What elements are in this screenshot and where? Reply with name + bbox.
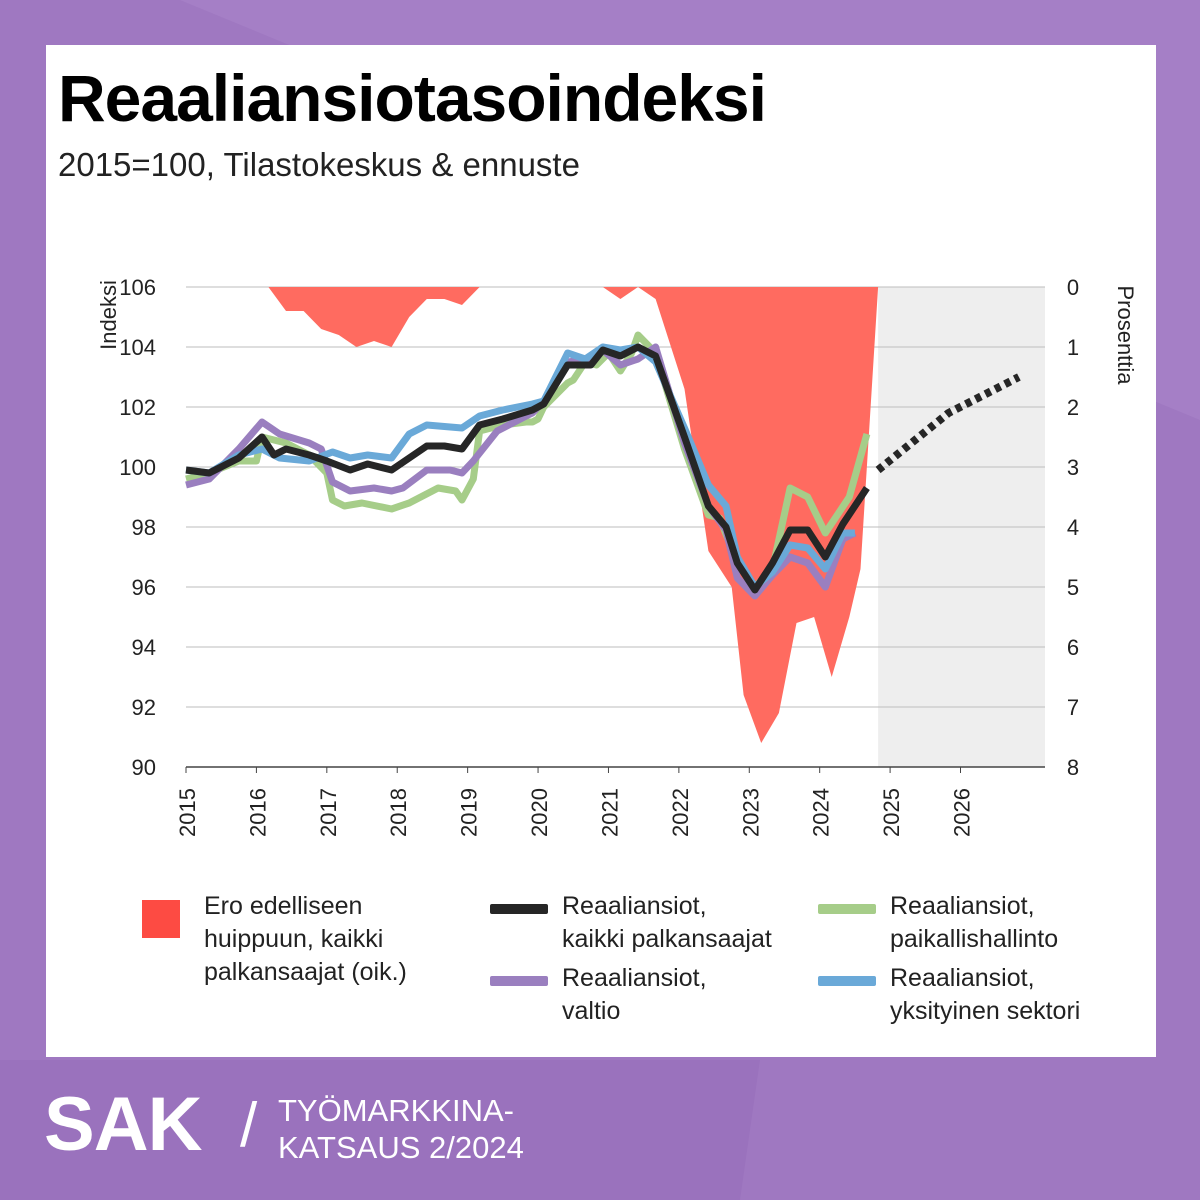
series-forecast [875,373,1021,474]
legend-swatch-gap [142,900,180,938]
y2-tick-label: 6 [1067,635,1079,660]
x-tick-label: 2023 [738,788,763,837]
x-tick-label: 2024 [809,788,834,837]
y-tick-label: 90 [132,755,156,780]
x-tick-label: 2026 [950,788,975,837]
y-tick-label: 104 [119,335,156,360]
legend-item-gap: Ero edelliseen huippuun, kaikki palkansa… [142,890,407,989]
legend-item-local-gov: Reaaliansiot, paikallishallinto [818,890,1058,956]
legend-item-state: Reaaliansiot, valtio [490,962,707,1028]
x-tick-label: 2025 [879,788,904,837]
y2-tick-label: 7 [1067,695,1079,720]
legend-swatch-private [818,976,876,986]
y2-tick-label: 5 [1067,575,1079,600]
x-tick-label: 2022 [668,788,693,837]
chart-title: Reaaliansiotasoindeksi [58,61,767,135]
x-tick-label: 2015 [175,788,200,837]
legend-label-private: Reaaliansiot, yksityinen sektori [890,964,1081,1025]
legend-swatch-local-gov [818,904,876,914]
y-tick-label: 106 [119,275,156,300]
legend-item-private: Reaaliansiot, yksityinen sektori [818,962,1080,1028]
legend-label-gap: Ero edelliseen huippuun, kaikki palkansa… [204,892,407,986]
y-axis-title: Indeksi [96,280,121,350]
legend-label-state: Reaaliansiot, valtio [562,964,707,1025]
x-tick-label: 2016 [245,788,270,837]
y2-axis-title: Prosenttia [1113,285,1138,385]
x-tick-label: 2018 [386,788,411,837]
y2-tick-label: 1 [1067,335,1079,360]
x-tick-label: 2020 [527,788,552,837]
x-tick-label: 2017 [316,788,341,837]
legend-label-all-workers: Reaaliansiot, kaikki palkansaajat [562,892,772,953]
gap-area [602,287,639,299]
gap-area [638,287,879,743]
line-chart: 106 104 102 100 98 96 94 92 90 0 1 2 3 4 5 6 7 8 2015 2016 2… [96,275,1138,837]
y-tick-label: 94 [132,635,156,660]
y-tick-label: 100 [119,455,156,480]
x-tick-label: 2019 [457,788,482,837]
footer-publication: TYÖMARKKINA- KATSAUS 2/2024 [278,1093,524,1165]
y-tick-label: 96 [132,575,156,600]
series-all-workers [185,343,870,594]
y-tick-label: 92 [132,695,156,720]
y2-tick-label: 0 [1067,275,1079,300]
legend-swatch-state [490,976,548,986]
chart-subtitle: 2015=100, Tilastokeskus & ennuste [58,146,580,183]
footer-separator: / [240,1091,258,1160]
legend-label-local-gov: Reaaliansiot, paikallishallinto [890,892,1059,953]
y-tick-label: 102 [119,395,156,420]
y-tick-label: 98 [132,515,156,540]
y2-tick-label: 2 [1067,395,1079,420]
y2-tick-label: 4 [1067,515,1079,540]
x-tick-label: 2021 [597,788,622,837]
sak-logo: SAK [44,1082,202,1167]
y2-tick-label: 3 [1067,455,1079,480]
gap-area [268,287,480,347]
legend-swatch-all-workers [490,904,548,914]
legend-item-all-workers: Reaaliansiot, kaikki palkansaajat [490,890,772,956]
y2-tick-label: 8 [1067,755,1079,780]
